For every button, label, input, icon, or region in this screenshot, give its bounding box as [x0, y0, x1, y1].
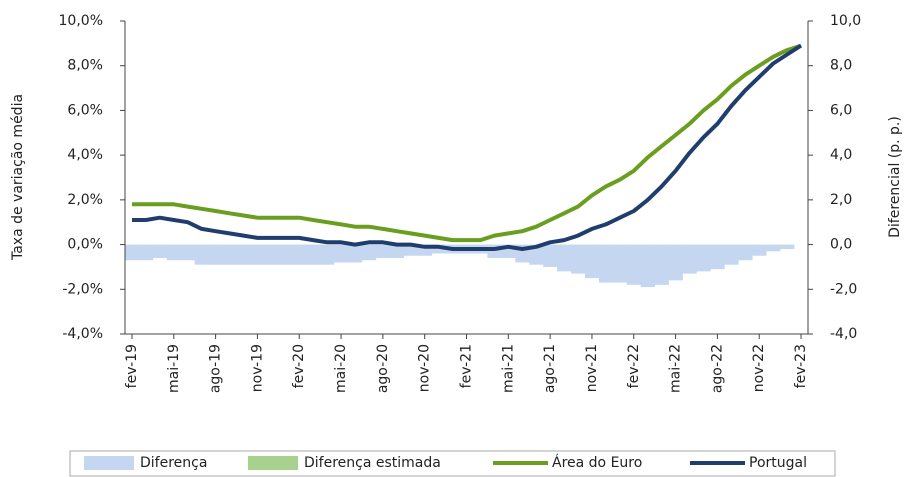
x-tick-label: fev-23 — [793, 344, 809, 388]
bar — [738, 244, 753, 261]
x-tick-label: nov-20 — [417, 344, 433, 392]
x-tick-label: nov-19 — [249, 344, 265, 392]
bar — [125, 244, 140, 261]
x-tick-label: nov-22 — [751, 344, 767, 392]
bar — [543, 244, 558, 267]
bar — [166, 244, 182, 261]
legend-swatch — [248, 456, 298, 470]
y2-tick-label: 2,0 — [830, 192, 852, 208]
x-tick-label: ago-21 — [542, 344, 558, 393]
bar — [236, 244, 251, 265]
bar — [431, 244, 446, 254]
bar — [417, 244, 432, 256]
legend-swatch — [84, 456, 134, 470]
bar — [264, 244, 279, 265]
bar — [766, 244, 781, 252]
x-tick-label: ago-19 — [208, 344, 224, 393]
bar — [403, 244, 419, 256]
legend-label: Portugal — [749, 455, 807, 471]
legend-box — [69, 450, 836, 477]
bar — [626, 244, 642, 285]
y2-tick-label: 0,0 — [830, 237, 852, 253]
bar — [292, 244, 307, 265]
bar — [138, 244, 154, 261]
bar — [682, 244, 697, 274]
bar — [348, 244, 363, 263]
x-tick-label: fev-21 — [459, 344, 475, 388]
bar — [194, 244, 209, 265]
bar — [654, 244, 669, 285]
bar — [334, 244, 349, 263]
x-tick-label: mai-21 — [500, 344, 516, 393]
bar — [752, 244, 767, 256]
x-tick-label: ago-20 — [375, 344, 391, 393]
y2-axis-title: Diferencial (p. p.) — [887, 116, 903, 238]
bar — [375, 244, 391, 258]
bar — [584, 244, 600, 279]
y-tick-label: 6,0% — [67, 102, 103, 118]
x-tick-label: fev-19 — [124, 344, 140, 388]
bar — [389, 244, 405, 258]
y-tick-label: 2,0% — [67, 192, 103, 208]
legend-label: Diferença — [140, 455, 207, 471]
x-tick-label: mai-19 — [166, 344, 182, 393]
bar — [180, 244, 195, 261]
x-tick-label: fev-22 — [626, 344, 642, 388]
bar — [710, 244, 725, 270]
bar — [306, 244, 321, 265]
y2-tick-label: 10,0 — [830, 13, 861, 29]
x-tick-label: fev-20 — [291, 344, 307, 388]
line — [132, 43, 803, 251]
bar — [696, 244, 711, 272]
bar — [361, 244, 377, 261]
bar — [320, 244, 335, 265]
bar — [278, 244, 293, 265]
legend-label: Área do Euro — [552, 454, 642, 471]
y-tick-label: -4,0% — [62, 326, 103, 342]
x-tick-label: mai-22 — [668, 344, 684, 393]
bar — [529, 244, 544, 265]
y2-tick-label: 6,0 — [830, 102, 852, 118]
bar — [152, 244, 168, 258]
y2-tick-label: 8,0 — [830, 58, 852, 74]
y-tick-label: -2,0% — [62, 281, 103, 297]
bar — [780, 244, 795, 250]
x-tick-label: ago-22 — [709, 344, 725, 393]
x-tick-label: mai-20 — [333, 344, 349, 393]
y-tick-label: 10,0% — [59, 13, 103, 29]
x-tick-label: nov-21 — [584, 344, 600, 392]
line — [132, 43, 802, 243]
y-axis-title: Taxa de variação média — [10, 94, 26, 261]
bar — [557, 244, 572, 272]
bar — [222, 244, 237, 265]
y2-tick-label: 4,0 — [830, 147, 852, 163]
bar — [208, 244, 223, 265]
y2-tick-label: -4,0 — [830, 326, 857, 342]
bar — [724, 244, 739, 265]
y-tick-label: 0,0% — [67, 237, 103, 253]
bar — [250, 244, 265, 265]
bar — [640, 244, 655, 288]
bar — [598, 244, 614, 283]
y2-tick-label: -2,0 — [830, 281, 857, 297]
y-tick-label: 4,0% — [67, 147, 103, 163]
bar — [668, 244, 683, 281]
bar — [612, 244, 628, 283]
y-tick-label: 8,0% — [67, 58, 103, 74]
legend-label: Diferença estimada — [304, 455, 441, 471]
bar — [571, 244, 586, 274]
